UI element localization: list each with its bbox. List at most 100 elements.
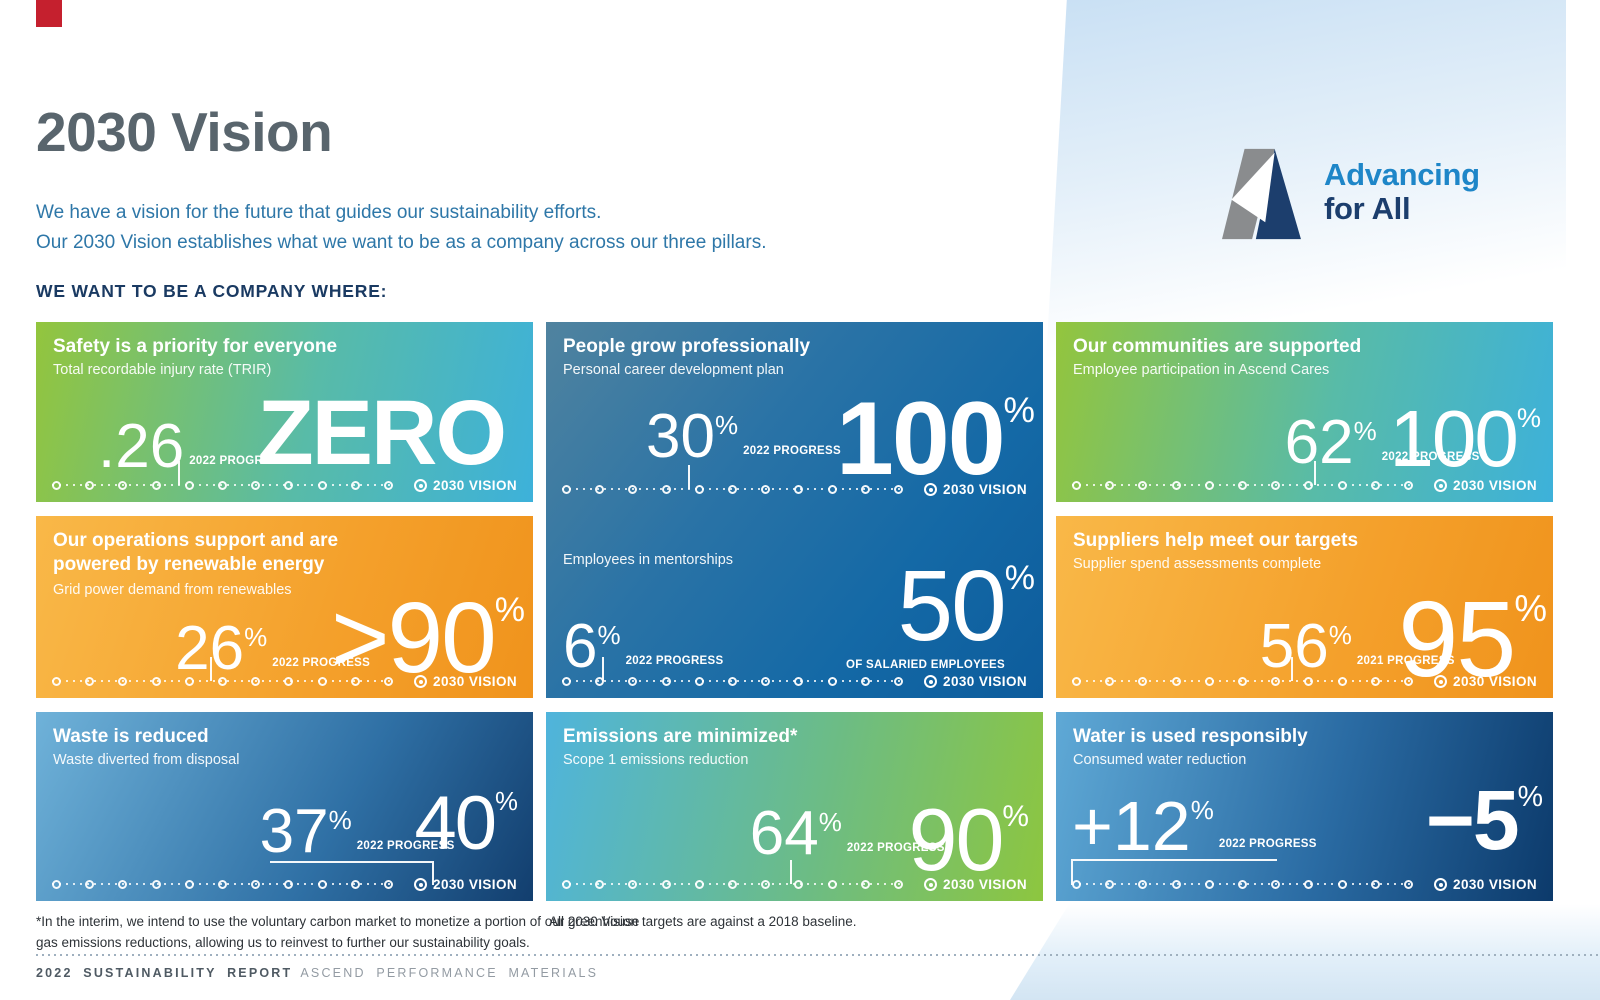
progress-metric: 62% 2022 PROGRESS [1285,412,1480,474]
timeline-dot [628,676,638,686]
card-renewable-energy: Our operations support and are powered b… [36,516,533,698]
intro-line-2: Our 2030 Vision establishes what we want… [36,232,767,253]
target-icon [414,479,428,492]
card-subtitle: Employee participation in Ascend Cares [1073,362,1330,378]
vision-label: 2030 VISION [433,674,517,689]
progress-value: 64 [749,799,819,868]
card-waste: Waste is reduced Waste diverted from dis… [36,712,533,901]
vision-metric: 95% [1398,584,1547,692]
progress-metric: 26% 2022 PROGRESS [175,618,370,680]
timeline-dot [151,676,161,686]
timeline-dot [184,480,194,490]
intro-line-1: We have a vision for the future that gui… [36,202,602,223]
timeline-dot [1138,676,1148,686]
vision-unit: % [1003,391,1035,431]
progress-label: 2022 PROGRESS [189,455,288,467]
timeline-dot [217,879,227,889]
timeline-dots [52,676,393,686]
timeline: 2030 VISION [562,464,1027,498]
timeline-dot [251,676,261,686]
timeline-dot [1370,879,1380,889]
timeline-dot [317,480,327,490]
vision-label: 2030 VISION [1453,877,1537,892]
timeline-dot [794,879,804,889]
timeline-dot [284,879,294,889]
progress-label: 2021 PROGRESS [1356,655,1455,667]
progress-unit: % [714,410,739,440]
timeline-dot [1403,676,1413,686]
progress-unit: % [244,622,268,652]
progress-unit: % [1328,620,1352,650]
vision-label: 2030 VISION [1453,478,1537,493]
timeline-dot [661,484,671,494]
timeline-dot [893,879,903,889]
timeline-dot [628,484,638,494]
vision-metric: 100% [1389,399,1541,479]
timeline-dot [52,480,61,490]
timeline-dot [383,879,393,889]
timeline-dots [1072,480,1413,490]
footnote-baseline: All 2030 Vision targets are against a 20… [549,914,857,929]
card-communities: Our communities are supported Employee p… [1056,322,1553,502]
timeline-dot [350,676,360,686]
timeline-dot [1138,480,1148,490]
timeline-dot [562,879,571,889]
vision-label: 2030 VISION [433,478,517,493]
progress-unit: % [1190,795,1214,825]
timeline-dot [1370,676,1380,686]
dotted-separator [36,954,1600,956]
progress-connector [1070,859,1277,885]
timeline-dot [661,879,671,889]
timeline-dot [694,879,704,889]
bottom-right-swoosh-decoration [1010,904,1600,1000]
timeline-dot [1072,676,1081,686]
timeline-dot [1403,879,1413,889]
timeline-dot [383,480,393,490]
timeline-dot [217,676,227,686]
timeline-dot [595,879,605,889]
timeline-dot [1337,879,1347,889]
progress-unit: % [818,807,842,837]
timeline-dot [628,879,638,889]
target-icon [1434,675,1448,688]
target-icon [1434,878,1448,891]
timeline-dot [694,676,704,686]
card-title: Emissions are minimized* [563,726,798,747]
timeline-dots [562,676,903,686]
progress-label: 2022 PROGRESS [1381,451,1480,463]
top-right-swoosh-decoration [1046,0,1566,360]
footnote-carbon-market: *In the interim, we intend to use the vo… [36,911,639,953]
card-subtitle: Consumed water reduction [1073,752,1247,768]
timeline-dot [1271,879,1281,889]
progress-tick [601,657,604,681]
progress-metric: 37% 2022 PROGRESS [260,801,455,863]
progress-unit: % [328,805,352,835]
timeline-dot [383,676,393,686]
timeline-dot [761,484,771,494]
vision-value: 90 [908,790,1005,890]
vision-unit: % [495,788,518,817]
card-subtitle: Supplier spend assessments complete [1073,556,1322,572]
timeline-dot [1105,676,1115,686]
timeline-dot [1204,879,1214,889]
progress-metric: 56% 2021 PROGRESS [1260,616,1455,678]
timeline: 2030 VISION [52,460,517,494]
timeline-dot [284,480,294,490]
timeline-dot [761,676,771,686]
timeline-dot [1171,879,1181,889]
timeline-dot [1237,676,1247,686]
timeline: 2030 VISION [52,859,517,893]
timeline-dot [893,484,903,494]
vision-metric: 40% [414,786,518,862]
timeline-dot [251,879,261,889]
timeline-dot [827,484,837,494]
target-icon [414,675,428,688]
timeline-dot [118,676,128,686]
progress-unit: % [597,620,621,650]
timeline-dot [1204,480,1214,490]
logo-mark-icon [1222,148,1301,240]
timeline: 2030 VISION [1072,656,1537,690]
timeline-dot [827,676,837,686]
card-water: Water is used responsibly Consumed water… [1056,712,1553,901]
